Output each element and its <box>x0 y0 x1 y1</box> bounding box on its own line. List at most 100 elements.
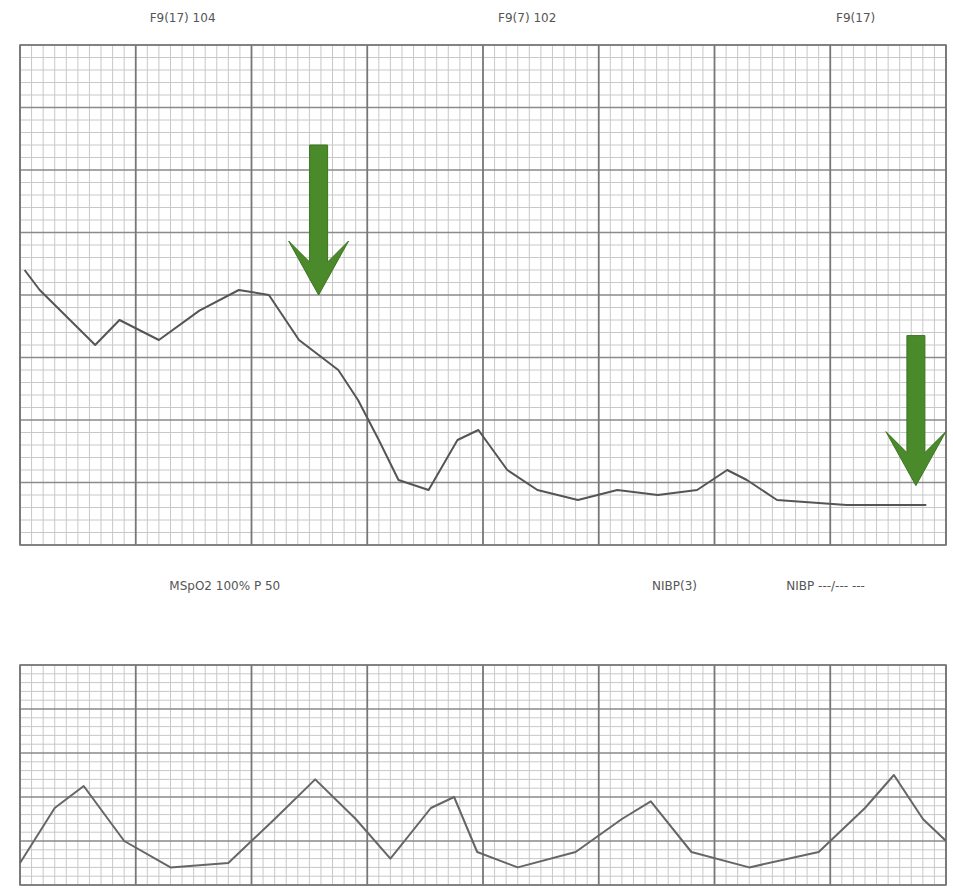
grid-line <box>482 45 484 545</box>
minor-grid <box>494 665 495 885</box>
minor-grid <box>934 665 935 885</box>
minor-grid <box>702 665 703 885</box>
minor-grid <box>749 665 750 885</box>
minor-grid <box>760 665 761 885</box>
plot-frame <box>20 665 946 885</box>
grid-line <box>251 45 253 545</box>
grid-line <box>366 665 368 885</box>
trace <box>25 270 927 505</box>
minor-grid <box>587 665 588 885</box>
header-label: F9(17) <box>836 11 875 25</box>
minor-grid <box>679 665 680 885</box>
minor-grid <box>726 665 727 885</box>
minor-grid <box>459 665 460 885</box>
minor-grid <box>888 665 889 885</box>
minor-grid <box>645 665 646 885</box>
minor-grid <box>517 665 518 885</box>
minor-grid <box>147 665 148 885</box>
minor-grid <box>320 665 321 885</box>
ctg-chart: F9(17) 104 F9(7) 102 F9(17) MSpO2 100% P 50… <box>0 0 953 893</box>
grid-line <box>829 45 831 545</box>
minor-grid <box>552 665 553 885</box>
minor-grid <box>668 665 669 885</box>
minor-grid <box>390 665 391 885</box>
trace <box>20 775 946 867</box>
minor-grid <box>228 665 229 885</box>
minor-grid <box>656 665 657 885</box>
minor-grid <box>170 665 171 885</box>
minor-grid <box>876 665 877 885</box>
grid-line <box>135 665 137 885</box>
minor-grid <box>471 665 472 885</box>
minor-grid <box>564 665 565 885</box>
minor-grid <box>112 665 113 885</box>
minor-grid <box>89 665 90 885</box>
minor-grid <box>610 665 611 885</box>
grid-line <box>598 45 600 545</box>
minor-grid <box>621 665 622 885</box>
minor-grid <box>529 665 530 885</box>
minor-grid <box>31 665 32 885</box>
minor-grid <box>401 665 402 885</box>
minor-grid <box>54 665 55 885</box>
grid-line <box>135 45 137 545</box>
header-label: F9(17) 104 <box>150 11 216 25</box>
background <box>0 0 953 893</box>
minor-grid <box>158 665 159 885</box>
minor-grid <box>297 665 298 885</box>
minor-grid <box>506 665 507 885</box>
grid-line <box>251 665 253 885</box>
grid-line <box>714 45 716 545</box>
minor-grid <box>205 665 206 885</box>
minor-grid <box>274 665 275 885</box>
minor-grid <box>772 665 773 885</box>
minor-grid <box>263 665 264 885</box>
minor-grid <box>853 665 854 885</box>
plot-frame <box>20 45 946 545</box>
minor-grid <box>899 665 900 885</box>
panel-0 <box>20 45 946 545</box>
header-label: MSpO2 100% P 50 <box>169 579 280 593</box>
minor-grid <box>309 665 310 885</box>
minor-grid <box>182 665 183 885</box>
minor-grid <box>633 665 634 885</box>
minor-grid <box>124 665 125 885</box>
minor-grid <box>216 665 217 885</box>
minor-grid <box>66 665 67 885</box>
minor-grid <box>783 665 784 885</box>
minor-grid <box>922 665 923 885</box>
minor-grid <box>344 665 345 885</box>
minor-grid <box>436 665 437 885</box>
minor-grid <box>332 665 333 885</box>
grid-line <box>482 665 484 885</box>
minor-grid <box>101 665 102 885</box>
grid-line <box>829 665 831 885</box>
minor-grid <box>540 665 541 885</box>
minor-grid <box>864 665 865 885</box>
minor-grid <box>355 665 356 885</box>
panel-1 <box>20 665 946 885</box>
header-label: NIBP(3) <box>652 579 697 593</box>
data-group <box>25 270 927 505</box>
minor-grid <box>737 665 738 885</box>
minor-grid <box>795 665 796 885</box>
minor-grid <box>911 665 912 885</box>
arrow <box>289 145 349 295</box>
grid-line <box>366 45 368 545</box>
minor-grid <box>413 665 414 885</box>
minor-grid <box>841 665 842 885</box>
header-label: F9(7) 102 <box>498 11 556 25</box>
minor-grid <box>448 665 449 885</box>
minor-grid <box>77 665 78 885</box>
minor-grid <box>43 665 44 885</box>
minor-grid <box>193 665 194 885</box>
grid-line <box>714 665 716 885</box>
minor-grid <box>286 665 287 885</box>
grid-line <box>598 665 600 885</box>
data-group <box>20 775 946 867</box>
arrow <box>886 336 946 486</box>
minor-grid <box>425 665 426 885</box>
minor-grid <box>807 665 808 885</box>
header-label: NIBP ---/--- --- <box>786 579 865 593</box>
minor-grid <box>378 665 379 885</box>
